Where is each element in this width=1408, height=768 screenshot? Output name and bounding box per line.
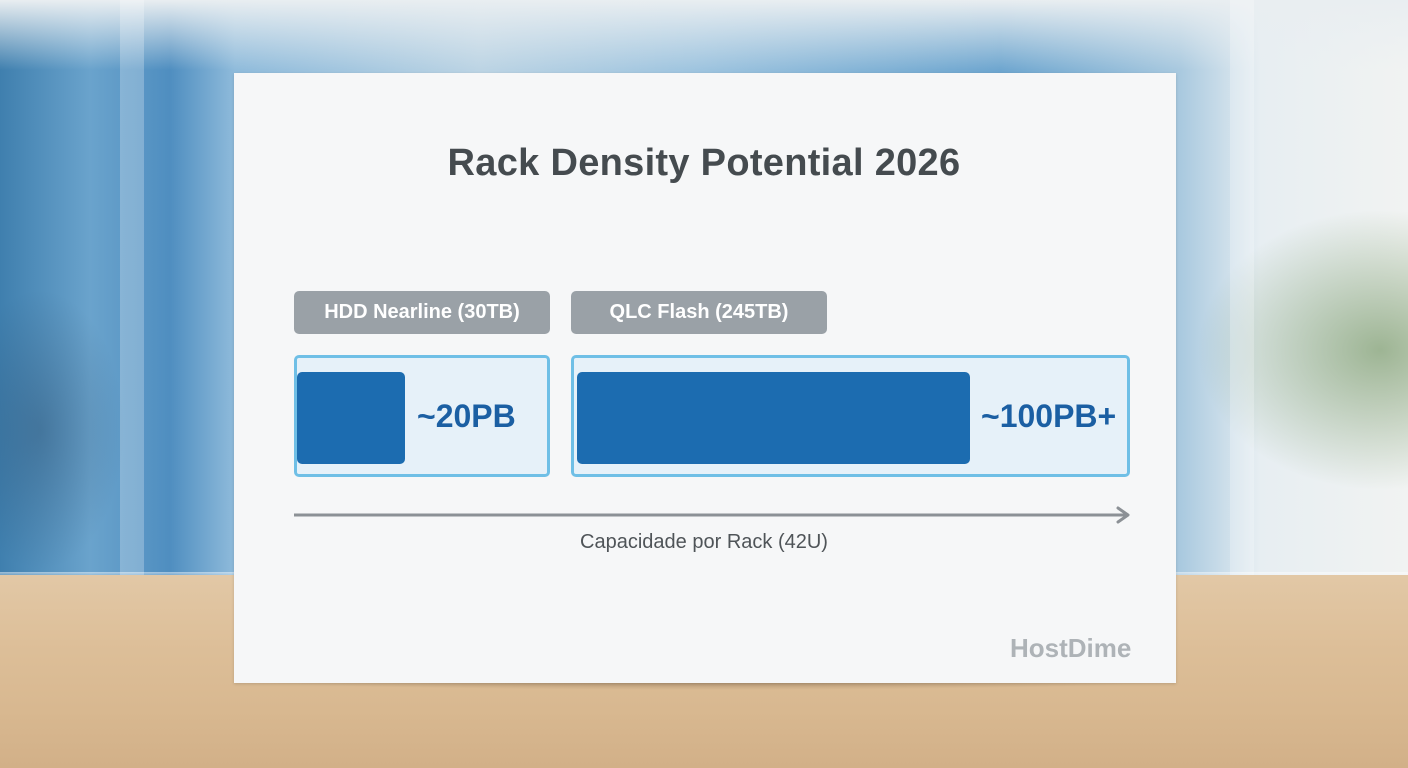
window-frame	[1230, 0, 1254, 575]
window-frame	[120, 0, 144, 575]
brand-logo-text: HostDime	[1010, 633, 1132, 663]
bar-container-hdd: ~20PB	[294, 355, 550, 477]
value-label-qlc: ~100PB+	[981, 397, 1117, 434]
bar-hdd	[297, 372, 405, 464]
x-axis-arrow	[294, 506, 1130, 524]
ceiling-blur	[0, 0, 1408, 70]
category-tag-qlc: QLC Flash (245TB)	[571, 291, 827, 334]
bar-container-qlc: ~100PB+	[571, 355, 1130, 477]
x-axis-label: Capacidade por Rack (42U)	[580, 531, 828, 553]
value-label-hdd: ~20PB	[417, 397, 516, 434]
category-tag-hdd: HDD Nearline (30TB)	[294, 291, 550, 334]
chart-title: Rack Density Potential 2026	[447, 142, 961, 184]
bar-qlc	[577, 372, 970, 464]
